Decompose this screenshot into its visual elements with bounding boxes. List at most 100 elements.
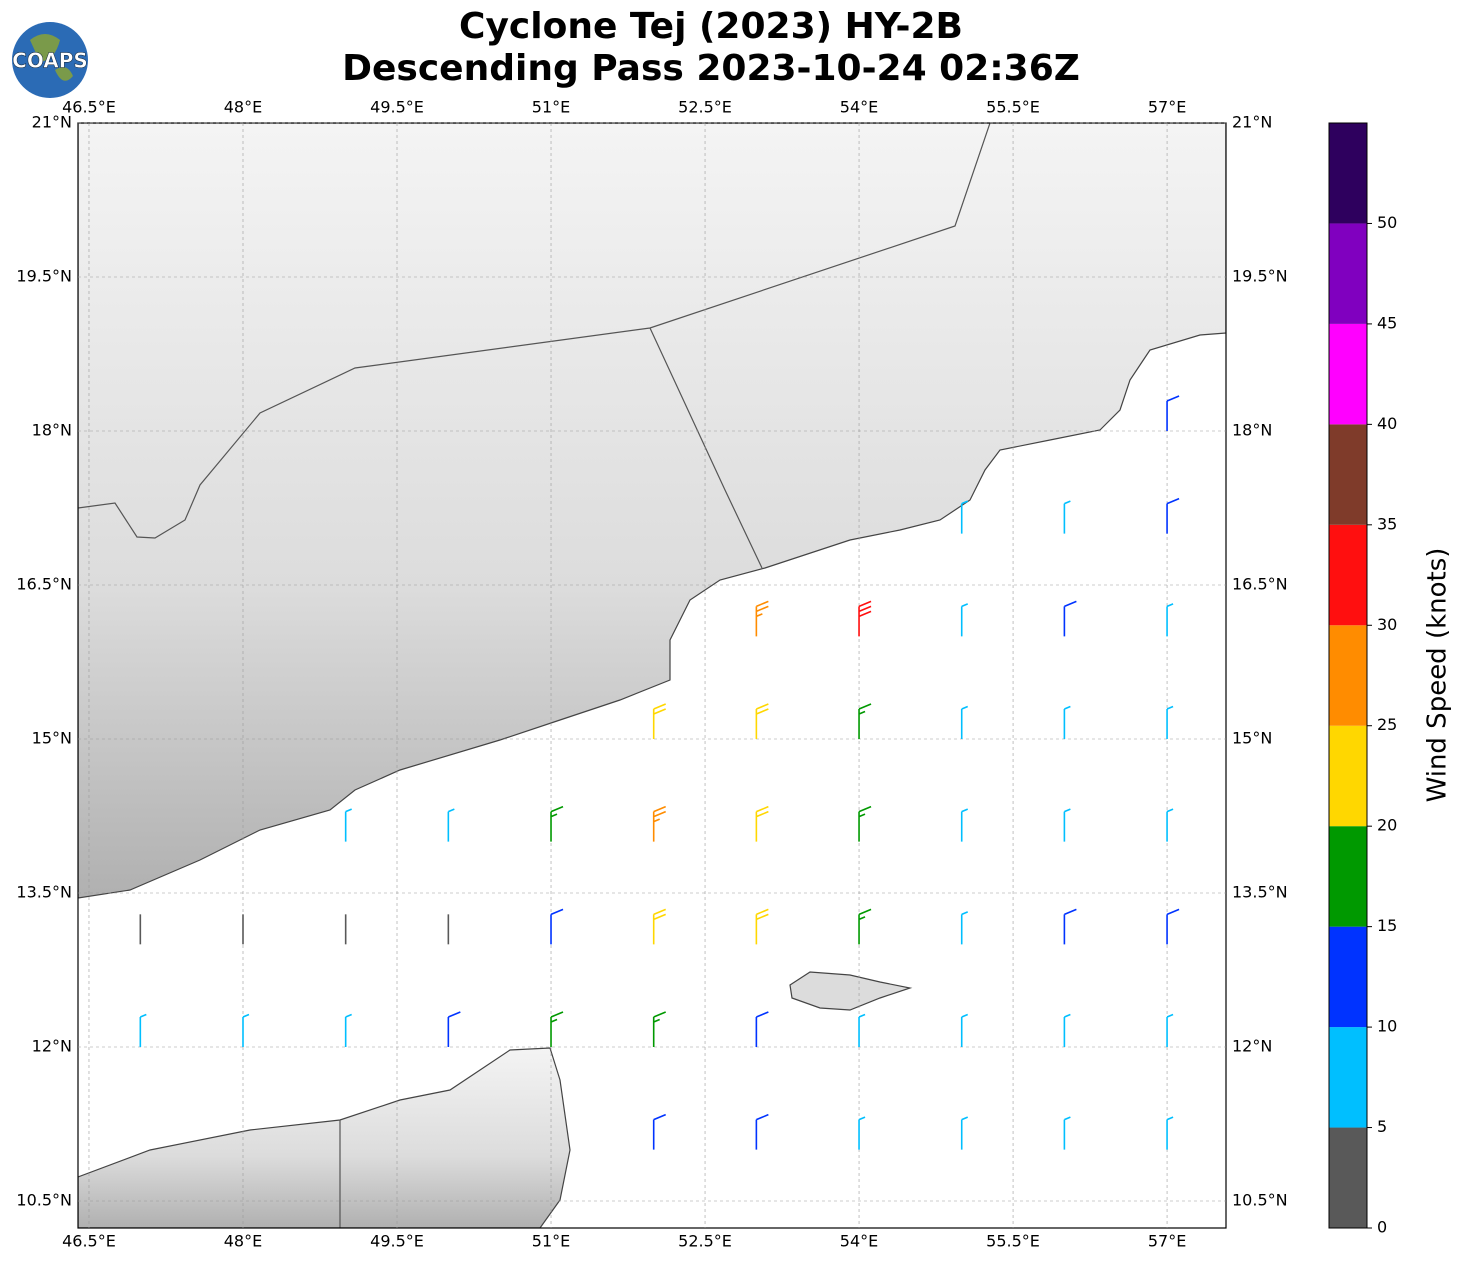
x-tick-label: 52.5°E [678, 98, 732, 117]
colorbar-segment [1329, 323, 1367, 425]
wind-barb [858, 1013, 866, 1047]
wind-barb [344, 1013, 352, 1047]
colorbar-tick-label: 40 [1377, 414, 1397, 433]
wind-barb [960, 911, 969, 945]
arabia-land [78, 123, 1226, 899]
logo-land [30, 34, 73, 81]
y-tick-label: 18°N [32, 420, 72, 439]
colorbar-segment [1329, 625, 1367, 726]
y-tick-label: 19.5°N [1232, 266, 1288, 285]
wind-barb [960, 603, 969, 637]
colorbar-tick-label: 30 [1377, 615, 1397, 634]
y-tick-label: 10.5°N [16, 1190, 72, 1209]
y-tick-label: 16.5°N [1232, 574, 1288, 593]
colorbar-segment [1329, 725, 1367, 827]
colorbar-tick-label: 5 [1377, 1117, 1387, 1136]
colorbar-tick-label: 0 [1377, 1218, 1387, 1237]
colorbar-segment [1329, 826, 1367, 927]
basemap [78, 123, 1226, 1228]
x-tick-label: 46.5°E [62, 98, 116, 117]
subtitle: Descending Pass 2023-10-24 02:36Z [342, 48, 1080, 89]
wind-barb [1166, 497, 1180, 534]
wind-barb [1063, 705, 1071, 739]
wind-barb [652, 703, 667, 739]
map-frame [77, 122, 1227, 1229]
colorbar-label: Wind Speed (knots) [1423, 548, 1453, 803]
y-tick-label: 10.5°N [1232, 1190, 1288, 1209]
colorbar-segment [1329, 123, 1367, 224]
y-tick-label: 13.5°N [16, 882, 72, 901]
wind-barb [1166, 705, 1174, 739]
colorbar-tick-label: 50 [1377, 213, 1397, 232]
colorbar-segment [1329, 524, 1367, 626]
wind-barb [550, 908, 564, 945]
wind-barb [755, 703, 769, 739]
y-tick-label: 16.5°N [16, 574, 72, 593]
colorbar-tick-label: 20 [1377, 816, 1397, 835]
x-tick-label: 54°E [840, 1232, 878, 1251]
wind-barb [139, 1013, 147, 1047]
colorbar-segment [1329, 1127, 1367, 1228]
y-tick-label: 21°N [1232, 113, 1272, 132]
wind-barb [1063, 1116, 1071, 1150]
wind-barb [1063, 500, 1071, 534]
wind-barb [1166, 395, 1180, 431]
wind-barb [755, 1011, 769, 1047]
colorbar-segment [1329, 223, 1367, 324]
wind-barb [447, 808, 455, 842]
wind-barb [1166, 603, 1174, 637]
wind-barb [344, 808, 352, 842]
x-tick-label: 55.5°E [986, 1232, 1040, 1251]
colorbar-tick-label: 25 [1377, 715, 1397, 734]
wind-barb [960, 1013, 969, 1047]
x-tick-label: 57°E [1148, 98, 1186, 117]
x-tick-label: 46.5°E [62, 1232, 116, 1251]
x-tick-label: 57°E [1148, 1232, 1186, 1251]
colorbar-segment [1329, 1027, 1367, 1128]
y-tick-label: 12°N [1232, 1036, 1272, 1055]
wind-barb [960, 705, 969, 739]
wind-barb [858, 1116, 866, 1150]
wind-barb [755, 805, 769, 842]
wind-barb [652, 805, 667, 842]
wind-barb [1063, 908, 1077, 945]
x-tick-label: 55.5°E [986, 98, 1040, 117]
wind-barb [755, 908, 769, 945]
wind-barb [447, 1011, 461, 1047]
wind-barb [755, 1113, 769, 1150]
wind-barb [1166, 1116, 1174, 1150]
wind-barb [652, 908, 667, 945]
x-tick-label: 48°E [224, 1232, 262, 1251]
wind-barb [960, 1116, 969, 1150]
wind-barb [858, 600, 872, 637]
x-tick-label: 48°E [224, 98, 262, 117]
wind-barb [652, 1113, 667, 1150]
wind-barb [652, 1011, 667, 1047]
wind-barb [755, 600, 769, 637]
wind-barb [550, 805, 564, 842]
wind-barb [858, 703, 872, 739]
wind-barb [960, 500, 969, 534]
y-tick-label: 18°N [1232, 420, 1272, 439]
colorbar-tick-label: 35 [1377, 514, 1397, 533]
x-tick-label: 49.5°E [370, 1232, 424, 1251]
wind-barb [550, 1011, 564, 1047]
x-tick-label: 51°E [532, 1232, 570, 1251]
wind-barb [1166, 908, 1180, 945]
x-tick-label: 52.5°E [678, 1232, 732, 1251]
wind-barb [960, 808, 969, 842]
title: Cyclone Tej (2023) HY-2B [459, 6, 963, 47]
wind-barb [1063, 808, 1071, 842]
y-tick-label: 21°N [32, 113, 72, 132]
wind-barb [1063, 600, 1077, 637]
wind-barb [858, 908, 872, 945]
y-tick-label: 19.5°N [16, 266, 72, 285]
colorbar-tick-label: 15 [1377, 916, 1397, 935]
wind-barb [1166, 1013, 1174, 1047]
x-tick-label: 51°E [532, 98, 570, 117]
colorbar-segment [1329, 424, 1367, 525]
wind-barb [858, 805, 872, 842]
wind-barb [1166, 808, 1174, 842]
africa-land [78, 1047, 571, 1228]
